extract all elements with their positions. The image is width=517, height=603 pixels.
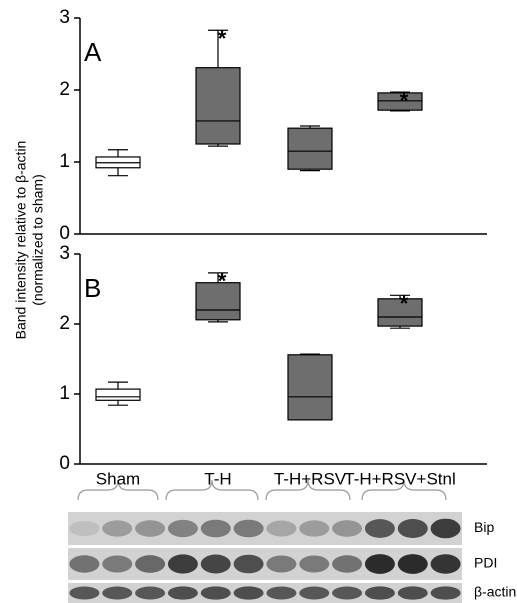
blot-band (431, 586, 461, 599)
significance-star: * (400, 88, 409, 113)
y-tick-label: 1 (59, 151, 70, 172)
blot-label: Bip (474, 519, 494, 535)
figure: BipPDIβ-actin 0123A**Band intensity rela… (0, 0, 517, 603)
blot-band (266, 555, 296, 572)
y-axis-label: (normalized to sham) (30, 174, 46, 306)
blot-band (201, 520, 231, 538)
blot-band (234, 555, 264, 574)
box (288, 128, 332, 169)
blot-band (102, 587, 132, 600)
x-tick-label: T-H+RSV (274, 469, 347, 488)
blot-band (69, 555, 99, 572)
blot-band (102, 520, 132, 536)
panel-label: B (84, 273, 101, 303)
blot-band (365, 519, 395, 538)
blot-band (365, 554, 395, 574)
blot-band (234, 520, 264, 538)
blot-band (69, 587, 99, 600)
blot-band (135, 555, 165, 573)
blot-label: β-actin (474, 584, 516, 600)
blot-band (332, 587, 362, 600)
blot-band (299, 520, 329, 536)
box (96, 389, 140, 400)
significance-star: * (400, 291, 409, 316)
box (196, 68, 240, 144)
significance-star: * (218, 26, 227, 51)
y-tick-label: 3 (59, 7, 70, 28)
blot-band (299, 587, 329, 600)
blot-band (201, 555, 231, 574)
western-blot: Bip PDI β-actin (68, 512, 516, 603)
blot-band (332, 555, 362, 572)
blot-band (168, 586, 198, 599)
blot-band (398, 519, 428, 538)
blot-band (168, 554, 198, 573)
blot-band (365, 586, 395, 599)
blot-band (168, 520, 198, 537)
x-tick-label: T-H+RSV+Stnl (344, 469, 456, 488)
blot-band (69, 521, 99, 536)
y-tick-label: 1 (59, 383, 70, 404)
x-tick-label: T-H (204, 469, 231, 488)
blot-band (234, 586, 264, 599)
box (288, 355, 332, 420)
y-tick-label: 2 (59, 79, 70, 100)
blot-band (431, 554, 461, 573)
blot-band (332, 520, 362, 537)
blot-band (102, 555, 132, 572)
blot-band (431, 519, 461, 539)
blot-band (135, 587, 165, 600)
blot-band (266, 587, 296, 600)
blot-band (299, 555, 329, 572)
blot-band (135, 520, 165, 537)
panel-label: A (84, 37, 102, 67)
y-tick-label: 0 (59, 453, 70, 474)
blot-band (398, 554, 428, 574)
blot-band (398, 586, 428, 599)
significance-star: * (218, 269, 227, 294)
blot-band (266, 520, 296, 536)
y-axis-label: Band intensity relative to β-actin (13, 141, 29, 340)
y-tick-label: 3 (59, 243, 70, 264)
x-tick-label: Sham (96, 469, 140, 488)
y-tick-label: 2 (59, 313, 70, 334)
y-tick-label: 0 (59, 223, 70, 244)
blot-label: PDI (474, 555, 497, 571)
blot-band (201, 586, 231, 599)
